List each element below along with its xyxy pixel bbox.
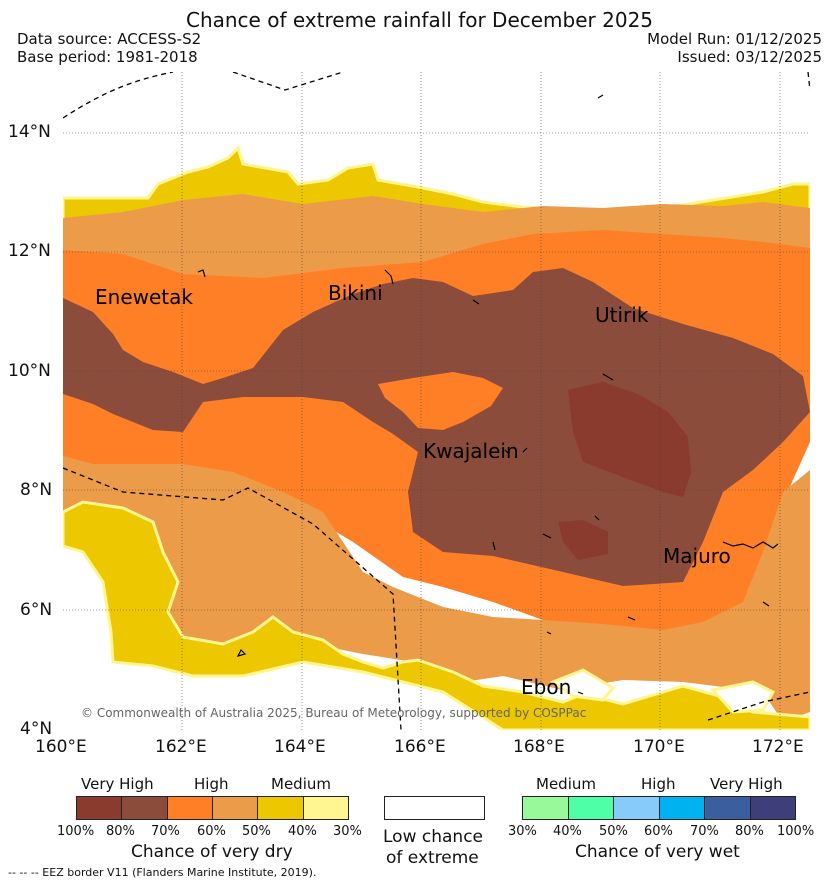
dry-swatch-1 bbox=[77, 797, 123, 819]
lon-label-172e: 172°E bbox=[752, 737, 804, 757]
wet-level-medium: Medium bbox=[536, 775, 596, 793]
dry-caption: Chance of very dry bbox=[131, 842, 293, 862]
dry-swatch-6 bbox=[303, 797, 348, 819]
lat-label-10n: 10°N bbox=[8, 361, 51, 381]
eez-borders bbox=[63, 72, 810, 730]
dry-tick-40: 40% bbox=[288, 824, 317, 839]
place-label-ebon: Ebon bbox=[521, 675, 571, 699]
wet-tick-30: 30% bbox=[508, 824, 537, 839]
wet-swatch-2 bbox=[568, 797, 614, 819]
dry-colorbar bbox=[76, 796, 349, 820]
map-zone-low-ebon bbox=[549, 668, 616, 702]
chart-title: Chance of extreme rainfall for December … bbox=[185, 8, 654, 32]
wet-tick-100: 100% bbox=[777, 824, 815, 839]
wet-tick-50: 50% bbox=[599, 824, 628, 839]
dry-level-high: High bbox=[194, 775, 229, 793]
map-zone-high-inset bbox=[378, 372, 503, 430]
lat-label-6n: 6°N bbox=[20, 600, 53, 620]
lat-label-8n: 8°N bbox=[20, 480, 53, 500]
place-label-bikini: Bikini bbox=[328, 281, 383, 305]
wet-level-high: High bbox=[641, 775, 676, 793]
dry-swatch-3 bbox=[167, 797, 213, 819]
map-zone-low-southeast bbox=[710, 680, 776, 714]
lon-label-170e: 170°E bbox=[633, 737, 685, 757]
wet-swatch-5 bbox=[705, 797, 751, 819]
wet-swatch-4 bbox=[659, 797, 705, 819]
place-label-majuro: Majuro bbox=[663, 544, 731, 568]
atolls bbox=[197, 94, 779, 695]
data-source-label: Data source: ACCESS-S2 bbox=[17, 30, 202, 48]
place-label-kwajalein: Kwajalein bbox=[423, 439, 519, 463]
dry-tick-70: 70% bbox=[151, 824, 180, 839]
dry-swatch-2 bbox=[122, 797, 168, 819]
lon-label-166e: 166°E bbox=[394, 737, 446, 757]
lon-label-160e: 160°E bbox=[35, 737, 87, 757]
wet-tick-40: 40% bbox=[553, 824, 582, 839]
wet-swatch-3 bbox=[614, 797, 660, 819]
wet-tick-60: 60% bbox=[644, 824, 673, 839]
dry-tick-30: 30% bbox=[333, 824, 362, 839]
low-chance-swatch bbox=[384, 796, 485, 820]
wet-tick-80: 80% bbox=[735, 824, 764, 839]
lon-label-162e: 162°E bbox=[155, 737, 207, 757]
copyright-notice: © Commonwealth of Australia 2025, Bureau… bbox=[81, 706, 586, 720]
wet-caption: Chance of very wet bbox=[575, 842, 740, 862]
place-label-enewetak: Enewetak bbox=[95, 285, 193, 309]
dry-tick-80: 80% bbox=[106, 824, 135, 839]
eez-footnote: -- -- -- EEZ border V11 (Flanders Marine… bbox=[8, 866, 317, 879]
lat-label-4n: 4°N bbox=[20, 719, 53, 739]
dry-level-very-high: Very High bbox=[81, 775, 154, 793]
rainfall-map: Enewetak Bikini Utirik Kwajalein Majuro … bbox=[63, 72, 810, 730]
issued-label: Issued: 03/12/2025 bbox=[677, 48, 822, 66]
lat-label-12n: 12°N bbox=[8, 241, 51, 261]
map-zone-extreme-core-small bbox=[558, 520, 608, 560]
dry-swatch-5 bbox=[258, 797, 304, 819]
lon-label-168e: 168°E bbox=[513, 737, 565, 757]
wet-colorbar bbox=[522, 796, 796, 820]
low-chance-caption-1: Low chance bbox=[383, 827, 483, 847]
wet-swatch-1 bbox=[523, 797, 569, 819]
place-label-utirik: Utirik bbox=[595, 303, 649, 327]
low-chance-caption-2: of extreme bbox=[386, 848, 479, 868]
wet-tick-70: 70% bbox=[690, 824, 719, 839]
wet-swatch-6 bbox=[750, 797, 795, 819]
dry-level-medium: Medium bbox=[271, 775, 331, 793]
lon-label-164e: 164°E bbox=[274, 737, 326, 757]
dry-tick-100: 100% bbox=[57, 824, 95, 839]
dry-swatch-4 bbox=[212, 797, 259, 819]
lat-label-14n: 14°N bbox=[8, 122, 51, 142]
map-zone-medium-high-south bbox=[63, 456, 810, 722]
model-run-label: Model Run: 01/12/2025 bbox=[647, 30, 822, 48]
dry-tick-50: 50% bbox=[242, 824, 271, 839]
dry-tick-60: 60% bbox=[197, 824, 226, 839]
map-zone-medium-south-west bbox=[63, 500, 810, 730]
base-period-label: Base period: 1981-2018 bbox=[17, 48, 198, 66]
wet-level-very-high: Very High bbox=[710, 775, 783, 793]
